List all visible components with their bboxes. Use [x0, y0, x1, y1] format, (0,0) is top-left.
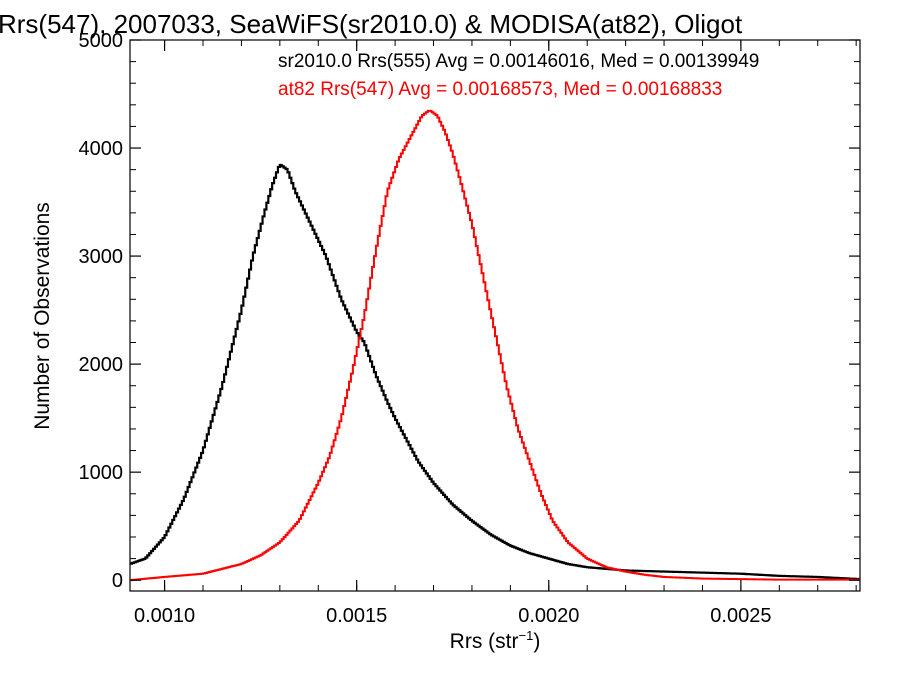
x-tick-label-1: 0.0015: [326, 605, 387, 627]
plot-frame: [129, 39, 861, 592]
y-tick-label-4: 4000: [79, 138, 124, 160]
y-tick-label-5: 5000: [79, 30, 124, 52]
legend-entry-at82: at82 Rrs(547) Avg = 0.00168573, Med = 0.…: [278, 79, 722, 100]
series-line-0: [130, 163, 860, 581]
series-line-1: [130, 109, 860, 582]
ticks-layer: 0.0010 0.0015 0.0020 0.0025 0 1000 2000 3000 400…: [79, 30, 860, 627]
legend-entry-sr2010: sr2010.0 Rrs(555) Avg = 0.00146016, Med …: [278, 51, 759, 72]
x-axis-label-close: ): [533, 630, 540, 653]
y-tick-label-3: 3000: [79, 246, 124, 268]
y-tick-label-1: 1000: [79, 462, 124, 484]
y-tick-label-0: 0: [112, 570, 123, 592]
x-tick-label-2: 0.0020: [518, 605, 579, 627]
series-layer: [130, 109, 860, 582]
x-axis-label: Rrs (str−1): [450, 628, 541, 653]
x-tick-label-3: 0.0025: [710, 605, 771, 627]
legend: sr2010.0 Rrs(555) Avg = 0.00146016, Med …: [278, 51, 759, 100]
x-axis-label-main: Rrs (str: [450, 630, 519, 653]
x-tick-label-0: 0.0010: [134, 605, 195, 627]
x-axis-label-superscript: −1: [519, 628, 534, 643]
y-axis-label: Number of Observations: [31, 202, 54, 430]
y-tick-label-2: 2000: [79, 354, 124, 376]
chart-title: Rrs(547), 2007033, SeaWiFS(sr2010.0) & M…: [0, 9, 743, 39]
plot-area: 0.0010 0.0015 0.0020 0.0025 0 1000 2000 3000 400…: [79, 30, 861, 627]
